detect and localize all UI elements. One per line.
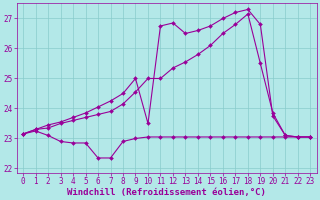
X-axis label: Windchill (Refroidissement éolien,°C): Windchill (Refroidissement éolien,°C) [67, 188, 266, 197]
